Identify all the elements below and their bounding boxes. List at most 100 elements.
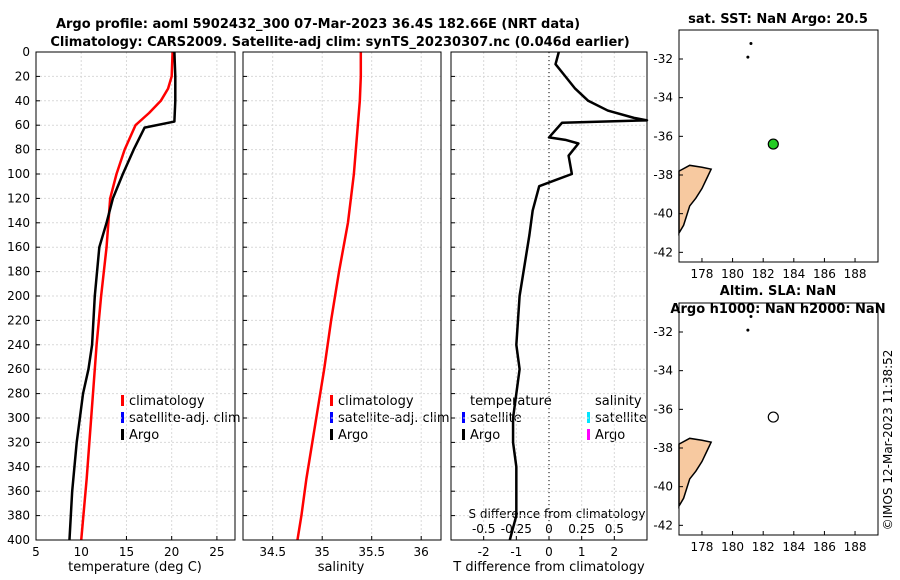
series-line-climatology [296, 52, 363, 541]
x-tick-label: 15 [119, 545, 134, 559]
legend2-argo-swatch [330, 429, 333, 440]
sal-xlabel: salinity [318, 560, 365, 575]
x-tick-label: 0 [545, 545, 553, 559]
y-tick-label: 40 [15, 94, 30, 108]
x2-tick-label: 0.25 [568, 522, 595, 536]
y-tick-label: 360 [7, 484, 30, 498]
x-tick-label: 20 [164, 545, 179, 559]
diff-legend-salinity: salinity [595, 394, 642, 409]
diff-legend-sargo-swatch [587, 429, 590, 440]
map-x-tick-label: 180 [721, 267, 744, 281]
map-y-tick-label: -34 [653, 364, 673, 378]
land-shape [678, 164, 713, 236]
map-sla-title1: Altim. SLA: NaN [720, 284, 836, 299]
x-tick-label: 10 [74, 545, 89, 559]
map-sst-title: sat. SST: NaN Argo: 20.5 [688, 12, 868, 27]
map-frame [678, 29, 879, 263]
legend-argo-label: Argo [129, 428, 159, 443]
map-x-tick-label: 188 [844, 540, 867, 554]
x-tick-label: 35.5 [358, 545, 385, 559]
map-y-tick-label: -32 [653, 325, 673, 339]
x2-tick-label: 0 [545, 522, 553, 536]
x-tick-label: 34.5 [259, 545, 286, 559]
map-x-tick-label: 186 [813, 540, 836, 554]
y-tick-label: 200 [7, 289, 30, 303]
y-tick-label: 20 [15, 69, 30, 83]
diff-xlabel: T difference from climatology [452, 560, 645, 575]
map-y-tick-label: -40 [653, 480, 673, 494]
series-line-argo [68, 51, 177, 541]
map-x-tick-label: 182 [752, 540, 775, 554]
axes-frame [242, 51, 442, 541]
y-tick-label: 100 [7, 167, 30, 181]
y-tick-label: 400 [7, 533, 30, 547]
y-tick-label: 240 [7, 338, 30, 352]
map-frame [678, 302, 879, 536]
x-tick-label: 2 [611, 545, 619, 559]
y-tick-label: 60 [15, 118, 30, 132]
map-x-tick-label: 188 [844, 267, 867, 281]
x2-tick-label: 0.5 [605, 522, 624, 536]
island-dot [746, 328, 750, 332]
map-x-tick-label: 178 [691, 540, 714, 554]
legend-clim-label: climatology [129, 394, 205, 409]
map-y-tick-label: -38 [653, 441, 673, 455]
diff-x2label: S difference from climatology [469, 507, 646, 521]
land-shape [678, 437, 713, 509]
temp-xlabel: temperature (deg C) [68, 560, 202, 575]
legend2-clim-label: climatology [338, 394, 414, 409]
diff-legend-temperature: temperature [470, 394, 552, 409]
y-tick-label: 80 [15, 143, 30, 157]
y-tick-label: 220 [7, 313, 30, 327]
map-y-tick-label: -36 [653, 402, 673, 416]
series-line-climatology [79, 51, 174, 541]
title-line1: Argo profile: aoml 5902432_300 07-Mar-20… [56, 17, 580, 32]
legend2-argo-label: Argo [338, 428, 368, 443]
island-dot [749, 315, 753, 319]
map-x-tick-label: 184 [782, 267, 805, 281]
map-y-tick-label: -32 [653, 52, 673, 66]
island-dot [746, 55, 750, 59]
timestamp: ©IMOS 12-Mar-2023 11:38:52 [881, 350, 895, 531]
map-y-tick-label: -42 [653, 518, 673, 532]
legend-clim-swatch [121, 395, 124, 406]
map-x-tick-label: 180 [721, 540, 744, 554]
argo-float-marker [767, 411, 779, 423]
axes-frame [450, 51, 648, 541]
legend2-sat-label: satellite-adj. clim [338, 411, 450, 426]
y-tick-label: 180 [7, 265, 30, 279]
legend-sat-swatch [121, 412, 124, 423]
legend-argo-swatch [121, 429, 124, 440]
x-tick-label: -2 [478, 545, 490, 559]
y-tick-label: 380 [7, 509, 30, 523]
map-sla-title2: Argo h1000: NaN h2000: NaN [670, 302, 885, 317]
map-x-tick-label: 186 [813, 267, 836, 281]
argo-float-marker [767, 138, 779, 150]
y-tick-label: 160 [7, 240, 30, 254]
map-x-tick-label: 182 [752, 267, 775, 281]
x-tick-label: 5 [32, 545, 40, 559]
diff-legend-targo-label: Argo [470, 428, 500, 443]
x2-tick-label: -0.5 [472, 522, 495, 536]
y-tick-label: 120 [7, 191, 30, 205]
map-x-tick-label: 178 [691, 267, 714, 281]
map-y-tick-label: -34 [653, 91, 673, 105]
y-tick-label: 340 [7, 460, 30, 474]
series-line-argo-temperature-difference [508, 51, 649, 541]
x2-tick-label: -0.25 [501, 522, 532, 536]
diff-legend-sargo-label: Argo [595, 428, 625, 443]
y-tick-label: 140 [7, 216, 30, 230]
axes-frame [35, 51, 236, 541]
x-tick-label: 1 [578, 545, 586, 559]
x-tick-label: 35 [315, 545, 330, 559]
sal-legend: climatology satellite-adj. clim Argo [330, 394, 450, 443]
map-y-tick-label: -38 [653, 168, 673, 182]
x-tick-label: -1 [510, 545, 522, 559]
island-dot [749, 42, 753, 46]
map-y-tick-label: -42 [653, 245, 673, 259]
y-tick-label: 280 [7, 387, 30, 401]
diff-legend-targo-swatch [462, 429, 465, 440]
y-tick-label: 300 [7, 411, 30, 425]
x-tick-label: 36 [414, 545, 429, 559]
